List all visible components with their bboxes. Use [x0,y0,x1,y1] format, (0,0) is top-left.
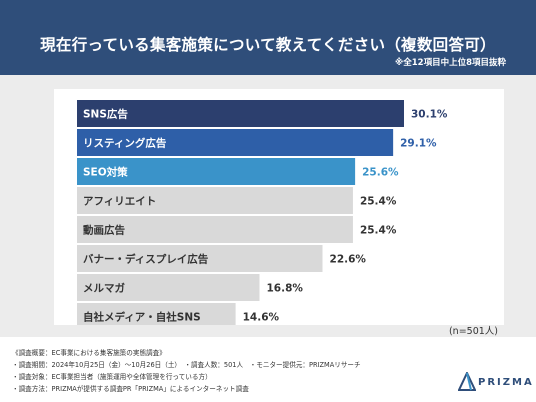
category-label: リスティング広告 [83,137,167,150]
prizma-logo: PRIZMA [458,372,532,394]
chart-panel: SNS広告 30.1% リスティング広告 29.1% SEO対策 25.6% アフィリエイト… [54,89,504,325]
survey-period: ・調査期間：2024年10月25日（金）〜10月26日（土） ・調査人数：501… [12,361,361,369]
value-label: 29.1% [400,138,437,150]
category-label: SNS広告 [83,108,128,121]
bar [77,245,323,272]
bar [77,303,236,325]
bar [77,187,353,214]
value-label: 30.1% [411,109,448,121]
value-label: 16.8% [267,283,304,295]
bar [77,129,394,156]
value-label: 25.6% [362,167,399,179]
survey-target: ・調査対象：EC事業担当者（施策運用や全体管理を行っている方） [12,373,212,381]
category-label: 動画広告 [83,224,125,237]
category-label: SEO対策 [83,166,128,179]
sample-size-label: (n=501人) [448,326,498,337]
category-label: アフィリエイト [83,196,156,208]
survey-summary: 《調査概要：EC事業における集客施策の実態調査》 ・調査期間：2024年10月2… [12,347,361,395]
category-label: 自社メディア・自社SNS [83,311,201,324]
bar [77,274,260,301]
survey-method: ・調査方法：PRIZMAが提供する調査PR「PRIZMA」によるインターネット調… [12,385,249,393]
category-label: バナー・ディスプレイ広告 [83,253,209,266]
chart-note: ※全12項目中上位8項目抜粋 [394,58,506,68]
prizma-logo-icon [458,372,476,391]
survey-summary-title: 《調査概要：EC事業における集客施策の実態調査》 [12,349,166,357]
bar [77,158,356,185]
bar-chart: SNS広告 30.1% リスティング広告 29.1% SEO対策 25.6% アフィリエイト… [77,100,448,325]
value-label: 22.6% [330,254,367,266]
header-banner: 現在行っている集客施策について教えてください（複数回答可） ※全12項目中上位8… [0,0,536,75]
bar [77,100,404,127]
value-label: 25.4% [360,225,397,237]
bar [77,216,353,243]
category-label: メルマガ [83,282,125,295]
value-label: 25.4% [360,196,397,208]
value-label: 14.6% [243,312,280,324]
prizma-logo-text: PRIZMA [478,377,534,388]
page-title: 現在行っている集客施策について教えてください（複数回答可） [40,36,496,54]
